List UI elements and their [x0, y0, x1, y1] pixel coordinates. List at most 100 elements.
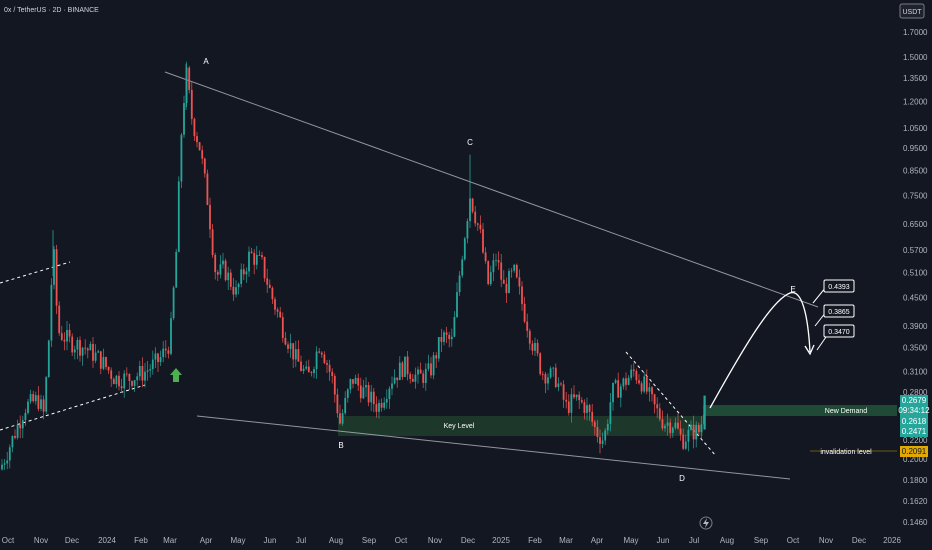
- candle-body: [476, 223, 479, 225]
- candle-body: [562, 384, 565, 400]
- y-axis[interactable]: 1.7000 1.5000 1.3500 1.2000 1.0500 0.9500 0.85…: [903, 28, 928, 527]
- candle-body: [157, 353, 159, 363]
- candle-body: [185, 67, 188, 104]
- candle-body: [315, 351, 318, 370]
- candle-body: [287, 344, 289, 349]
- wave-label-a: A: [203, 57, 209, 66]
- candle-body: [242, 269, 245, 275]
- x-tick-label: Feb: [528, 536, 542, 545]
- candle-body: [219, 264, 222, 275]
- candle-body: [333, 375, 336, 395]
- candle-body: [422, 373, 425, 383]
- price-label-invalidation: 0.2091: [900, 446, 928, 457]
- symbol-title: 0x / TetherUS · 2D · BINANCE: [4, 7, 99, 14]
- candle-body: [151, 359, 154, 370]
- y-tick-label: 0.8500: [903, 166, 928, 175]
- y-tick-label: 1.0500: [903, 124, 928, 133]
- candle-body: [203, 158, 206, 174]
- candle-body: [383, 402, 386, 408]
- candle-body: [430, 363, 432, 376]
- channel-lower-dashed: [0, 384, 146, 431]
- candle-body: [190, 89, 193, 119]
- candle-body: [352, 379, 354, 384]
- candle-body: [508, 271, 510, 293]
- candle-body: [255, 254, 258, 265]
- candle-body: [565, 399, 568, 402]
- currency-button[interactable]: USDT: [899, 3, 925, 19]
- candle-body: [27, 401, 29, 413]
- candle-body: [424, 368, 427, 383]
- candle-body: [690, 424, 692, 430]
- candle-body: [50, 284, 53, 341]
- candle-body: [354, 377, 357, 384]
- candle-body: [60, 333, 63, 340]
- candle-body: [560, 383, 562, 385]
- candle-body: [466, 221, 469, 239]
- candle-body: [281, 317, 284, 338]
- currency-label: USDT: [902, 9, 922, 16]
- candle-body: [297, 349, 300, 362]
- candle-body: [378, 402, 380, 412]
- price-label-zone-bottom-text: 0.2471: [902, 427, 927, 436]
- candle-body: [640, 383, 643, 392]
- candle-body: [6, 460, 9, 464]
- target-label-2: 0.3865: [828, 309, 850, 316]
- candle-body: [492, 260, 495, 273]
- y-tick-label: 1.2000: [903, 98, 928, 107]
- x-tick-label: Oct: [395, 536, 408, 545]
- y-tick-label: 0.3100: [903, 368, 928, 377]
- candle-body: [599, 437, 601, 444]
- candle-body: [63, 339, 66, 342]
- y-tick-label: 1.3500: [903, 74, 928, 83]
- candle-body: [141, 366, 144, 381]
- candle-body: [180, 134, 183, 182]
- x-tick-label: May: [623, 536, 638, 545]
- candle-body: [222, 260, 224, 265]
- candle-body: [443, 332, 445, 342]
- candle-body: [276, 309, 279, 312]
- x-tick-label: Oct: [787, 536, 800, 545]
- candle-body: [133, 380, 136, 386]
- candle-body: [125, 373, 128, 375]
- candle-body: [591, 411, 594, 422]
- candle-body: [240, 269, 243, 284]
- candle-body: [76, 339, 79, 350]
- candle-body: [435, 355, 438, 359]
- candle-body: [359, 385, 362, 399]
- x-tick-label: Dec: [461, 536, 475, 545]
- x-tick-label: Aug: [329, 536, 343, 545]
- candle-body: [42, 399, 45, 412]
- candle-body: [497, 260, 500, 263]
- target-callout-1: 0.4393: [812, 279, 855, 304]
- target-callout-3: 0.3470: [816, 324, 855, 351]
- candle-body: [326, 363, 328, 365]
- candle-body: [552, 367, 555, 369]
- candle-body: [196, 136, 198, 143]
- candle-body: [89, 343, 92, 351]
- x-axis[interactable]: Oct Nov Dec 2024 Feb Mar Apr May Jun Jul Aug Sep Oct…: [2, 536, 902, 545]
- new-demand-label: New Demand: [825, 408, 868, 415]
- candle-body: [29, 394, 32, 402]
- y-tick-label: 0.2800: [903, 388, 928, 397]
- x-tick-label: Jun: [657, 536, 670, 545]
- candle-body: [521, 286, 523, 304]
- candle-body: [510, 270, 513, 272]
- x-tick-label: Nov: [819, 536, 833, 545]
- candle-body: [656, 404, 659, 409]
- key-level-label: Key Level: [444, 423, 475, 430]
- candle-body: [102, 357, 105, 369]
- candle-body: [209, 204, 211, 230]
- candle-body: [518, 277, 521, 287]
- x-tick-label: Oct: [2, 536, 15, 545]
- candle-body: [695, 424, 698, 440]
- candle-body: [588, 405, 591, 412]
- candle-body: [648, 387, 651, 392]
- lower-trendline: [196, 415, 791, 480]
- x-tick-label: Sep: [362, 536, 377, 545]
- price-label-last: 0.2679: [900, 395, 928, 406]
- lightning-icon[interactable]: [699, 516, 713, 530]
- price-label-timer: 09:34:12: [898, 405, 930, 416]
- candle-body: [643, 376, 646, 392]
- candle-body: [198, 142, 201, 151]
